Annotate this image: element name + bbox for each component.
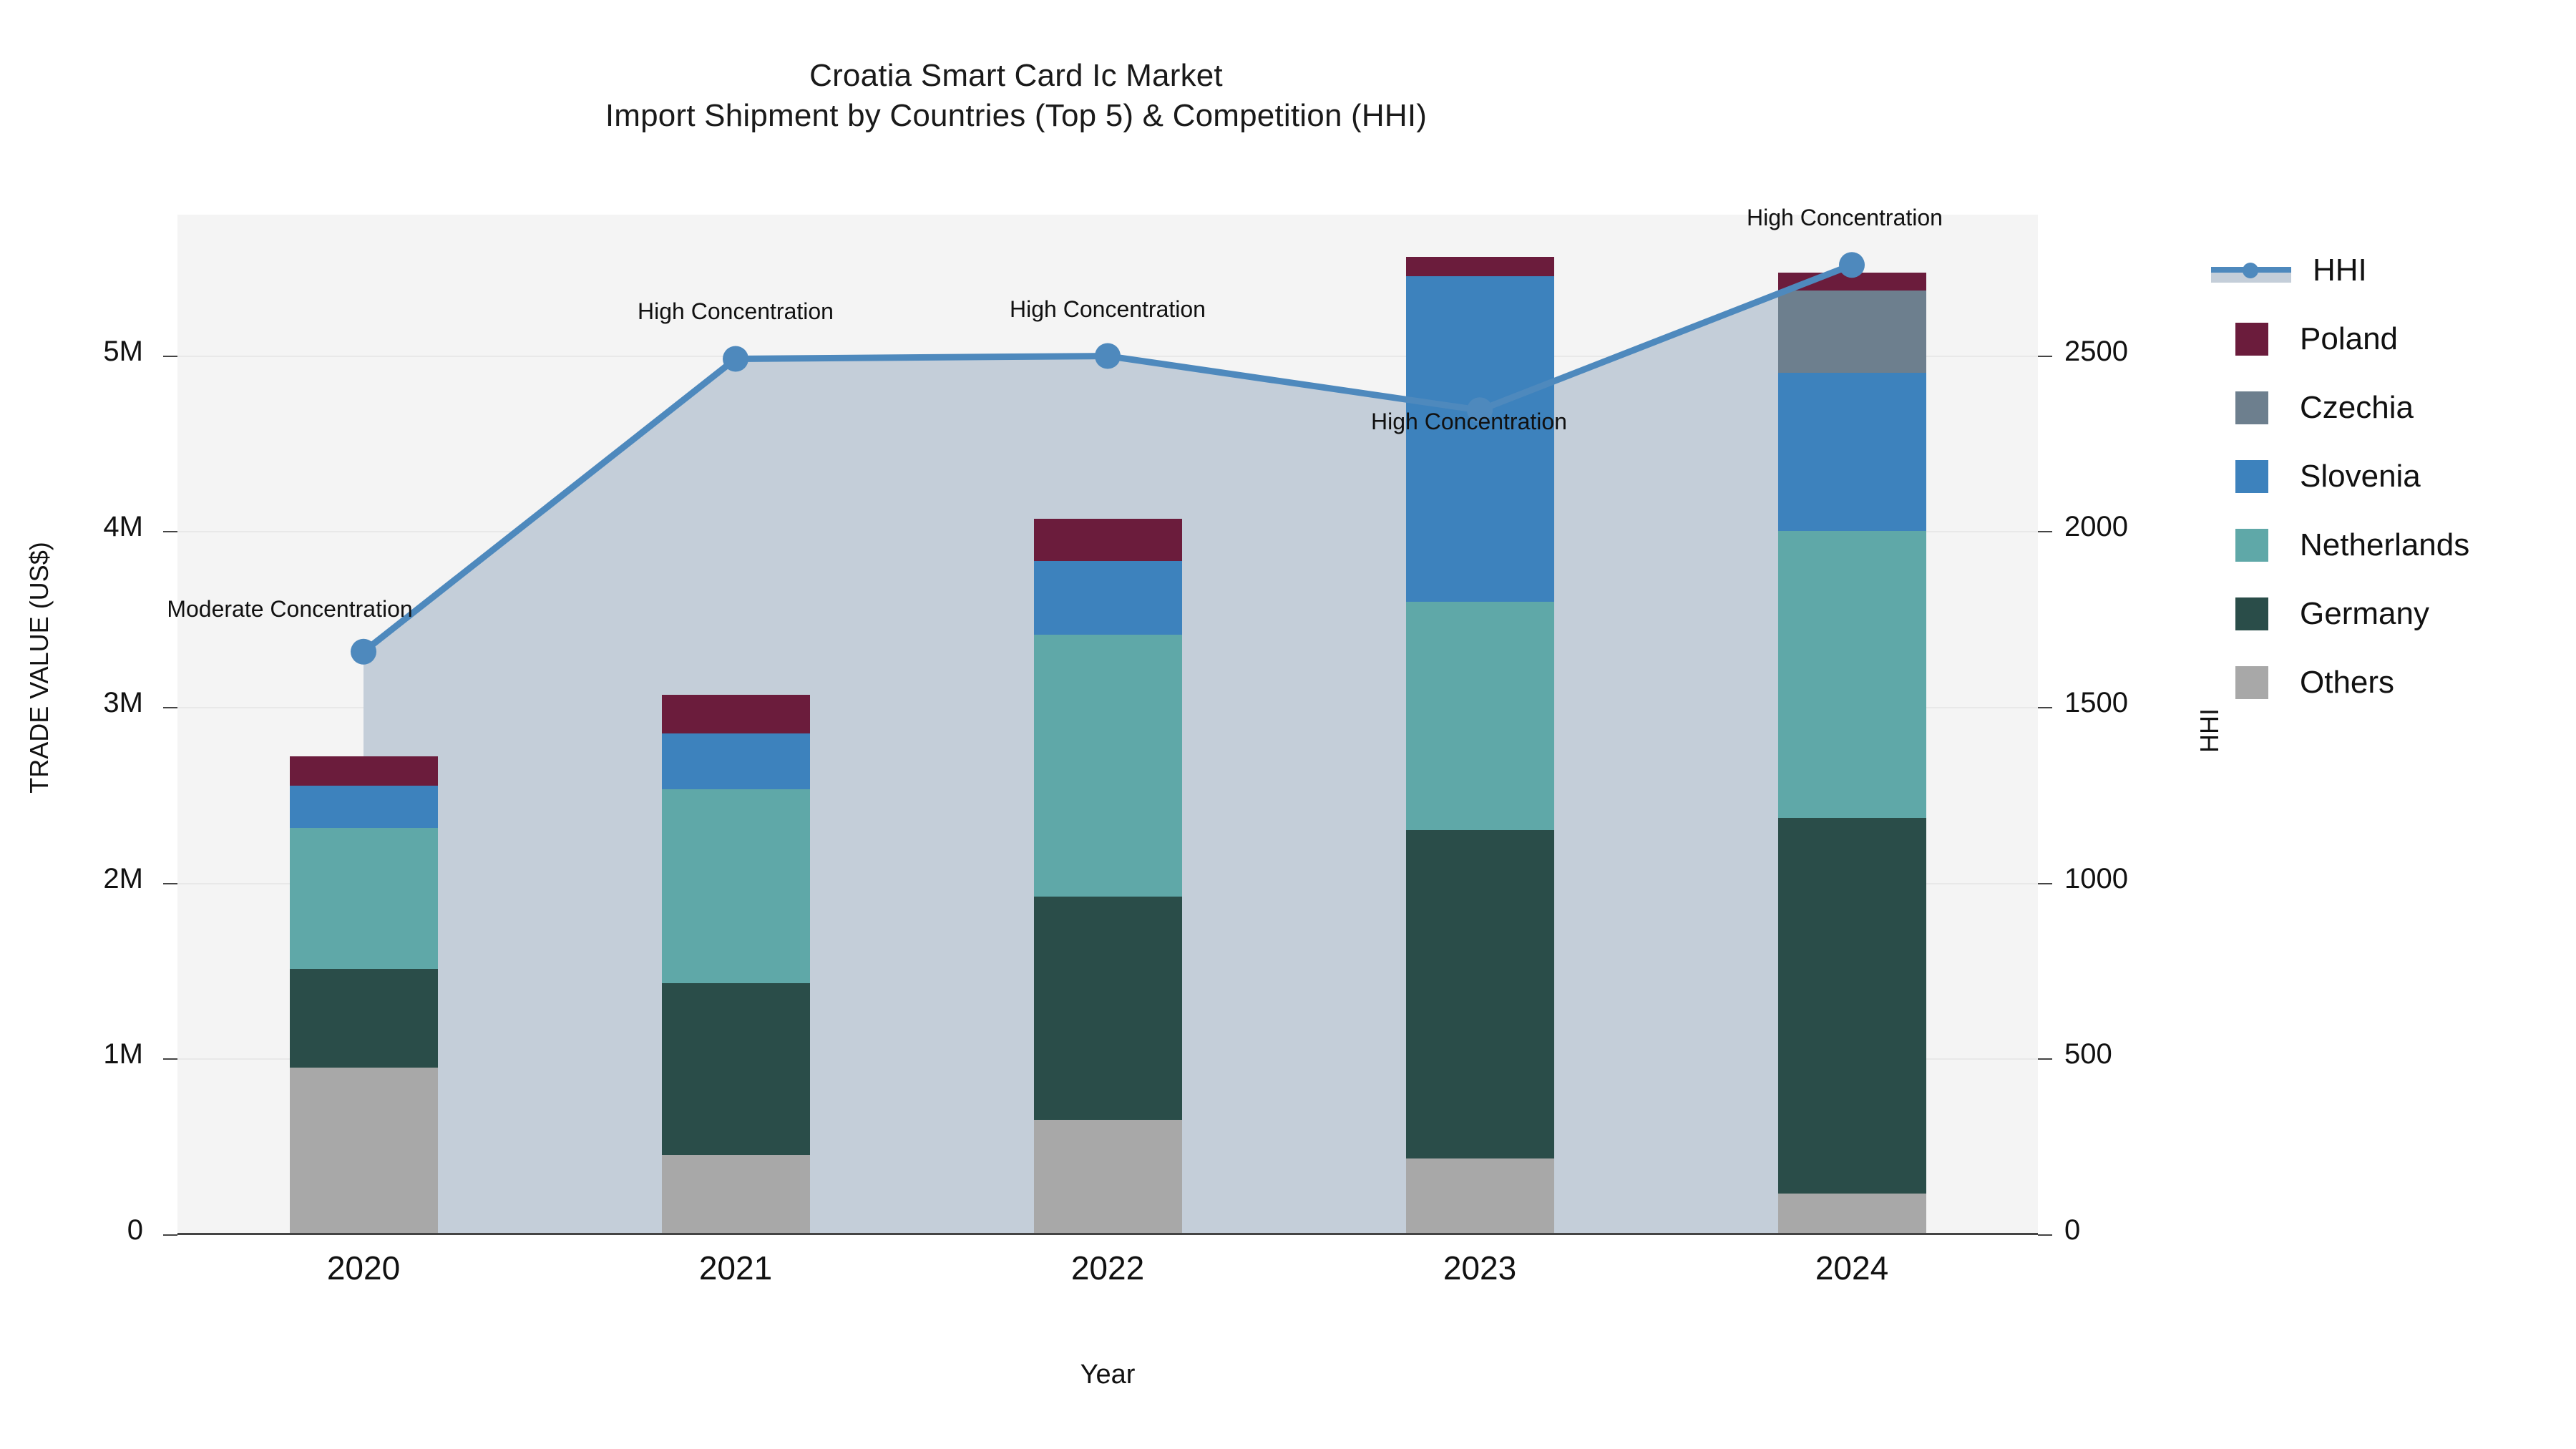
bar-segment-slovenia[interactable] [1034,561,1182,635]
bar-segment-others[interactable] [1406,1158,1554,1234]
bar-stack[interactable] [1406,215,1554,1234]
hhi-point-annotation: High Concentration [638,298,834,325]
bar-segment-netherlands[interactable] [1406,601,1554,830]
chart-title: Croatia Smart Card Ic Market Import Ship… [0,56,2032,137]
bar-segment-others[interactable] [1778,1194,1926,1234]
bar-segment-netherlands[interactable] [1034,635,1182,897]
bar-segment-poland[interactable] [1778,273,1926,291]
legend-label: Netherlands [2300,527,2470,562]
bar-segment-netherlands[interactable] [1778,531,1926,818]
legend-line-marker [2211,254,2291,287]
y-axis-right-tick-mark [2038,706,2052,708]
legend-item-czechia[interactable]: Czechia [2211,374,2576,442]
y-axis-left-title: TRADE VALUE (US$) [24,542,54,794]
x-axis-tick-label: 2024 [1815,1249,1889,1287]
legend-item-others[interactable]: Others [2211,648,2576,717]
y-axis-right-tick-mark [2038,355,2052,357]
bar-segment-poland[interactable] [662,694,810,733]
y-axis-left-tick-mark [163,355,177,357]
bar-stack[interactable] [1778,215,1926,1234]
bar-segment-germany[interactable] [290,969,438,1068]
y-axis-left-tick-label: 1M [103,1038,143,1070]
y-axis-right-tick-mark [2038,1058,2052,1060]
legend-label: Czechia [2300,390,2414,425]
legend-label: HHI [2313,253,2367,288]
y-axis-left-tick-mark [163,1058,177,1060]
bar-segment-poland[interactable] [1034,519,1182,561]
y-axis-right-tick-label: 2000 [2064,511,2128,543]
bar-segment-others[interactable] [1034,1120,1182,1234]
y-axis-left-tick-mark [163,882,177,884]
y-axis-right-tick-label: 2500 [2064,335,2128,367]
bar-segment-germany[interactable] [1034,897,1182,1121]
y-axis-left-tick-label: 0 [127,1214,143,1246]
x-axis-tick-label: 2021 [698,1249,773,1287]
y-axis-right-tick-mark [2038,1234,2052,1236]
y-axis-left-tick-mark [163,706,177,708]
hhi-point-annotation: Moderate Concentration [167,595,413,622]
y-axis-left-tick-label: 2M [103,862,143,894]
legend-label: Slovenia [2300,459,2421,494]
legend-item-hhi[interactable]: HHI [2211,236,2576,305]
y-axis-right-tick-mark [2038,882,2052,884]
bar-stack[interactable] [1034,215,1182,1234]
bar-segment-czechia[interactable] [1778,290,1926,374]
x-axis-line [177,1233,2038,1235]
bar-segment-others[interactable] [662,1155,810,1234]
legend-label: Others [2300,665,2395,700]
plot-area [177,215,2038,1234]
legend-swatch [2235,323,2268,356]
bar-segment-germany[interactable] [1406,829,1554,1159]
y-axis-left-tick-mark [163,1234,177,1236]
legend-label: Poland [2300,321,2399,356]
y-axis-right-tick-mark [2038,531,2052,533]
y-axis-right-tick-label: 1500 [2064,686,2128,718]
legend-swatch [2235,529,2268,562]
hhi-point-annotation: High Concentration [1747,205,1943,231]
bar-segment-netherlands[interactable] [290,828,438,969]
bar-segment-slovenia[interactable] [662,733,810,790]
x-axis-tick-label: 2022 [1070,1249,1145,1287]
legend-swatch [2235,666,2268,699]
legend-item-germany[interactable]: Germany [2211,580,2576,648]
legend-label: Germany [2300,596,2429,631]
y-axis-left-tick-label: 3M [103,686,143,718]
bar-segment-poland[interactable] [290,756,438,786]
chart-title-line-1: Croatia Smart Card Ic Market [809,58,1223,93]
hhi-point-annotation: High Concentration [1371,409,1567,435]
legend-item-slovenia[interactable]: Slovenia [2211,442,2576,511]
legend-swatch [2235,597,2268,630]
bar-segment-germany[interactable] [662,982,810,1156]
y-axis-right-tick-label: 1000 [2064,862,2128,894]
legend-item-poland[interactable]: Poland [2211,305,2576,374]
bar-stack[interactable] [662,215,810,1234]
x-axis-title: Year [1080,1360,1136,1390]
y-axis-left-tick-mark [163,531,177,533]
bar-segment-slovenia[interactable] [1406,275,1554,602]
bar-segment-poland[interactable] [1406,256,1554,276]
hhi-point-annotation: High Concentration [1010,296,1206,322]
legend: HHI Poland Czechia Slovenia Netherlands Germa… [2211,236,2576,717]
y-axis-right-tick-label: 0 [2064,1214,2081,1246]
legend-swatch [2235,391,2268,424]
chart-title-line-2: Import Shipment by Countries (Top 5) & C… [605,98,1428,134]
x-axis-tick-label: 2020 [326,1249,401,1287]
bar-stack[interactable] [290,215,438,1234]
bar-segment-netherlands[interactable] [662,789,810,983]
legend-item-netherlands[interactable]: Netherlands [2211,511,2576,580]
y-axis-left-tick-label: 4M [103,511,143,543]
bar-segment-slovenia[interactable] [1778,373,1926,532]
y-axis-right-tick-label: 500 [2064,1038,2112,1070]
bar-segment-others[interactable] [290,1067,438,1234]
x-axis-tick-label: 2023 [1443,1249,1517,1287]
legend-swatch [2235,460,2268,493]
y-axis-left-tick-label: 5M [103,335,143,367]
bar-segment-germany[interactable] [1778,817,1926,1194]
bar-segment-slovenia[interactable] [290,786,438,829]
